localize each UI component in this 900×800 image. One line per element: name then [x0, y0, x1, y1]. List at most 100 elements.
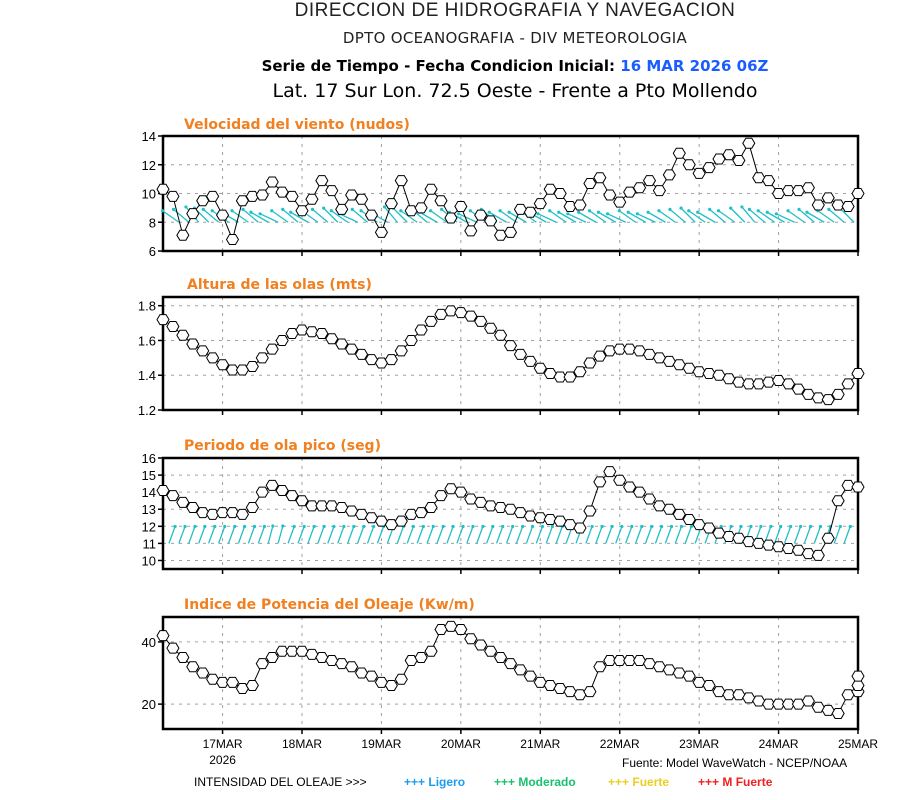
direction-arrow	[688, 210, 706, 223]
data-point	[424, 183, 438, 195]
data-point	[255, 658, 269, 670]
data-point	[166, 642, 180, 654]
data-point	[632, 182, 647, 194]
panel-title: Periodo de ola pico (seg)	[184, 438, 381, 454]
data-point	[543, 513, 557, 525]
department-subtitle: DPTO OCEANOGRAFIA - DIV METEOROLOGIA	[342, 29, 688, 47]
data-point	[682, 159, 696, 171]
direction-arrow	[168, 526, 176, 544]
data-point	[245, 190, 259, 202]
direction-arrow	[637, 213, 656, 223]
direction-arrowhead	[679, 206, 683, 210]
data-point	[672, 359, 686, 371]
data-point	[424, 502, 438, 514]
data-point	[374, 357, 389, 369]
data-point	[752, 172, 766, 184]
direction-arrow	[227, 526, 236, 544]
direction-arrowhead	[798, 524, 803, 529]
direction-arrowhead	[507, 210, 511, 214]
direction-arrow	[537, 213, 557, 223]
direction-arrowhead	[838, 524, 842, 529]
data-point	[176, 651, 190, 663]
data-point	[206, 190, 220, 202]
data-point	[771, 541, 786, 553]
direction-arrowhead	[729, 524, 733, 529]
data-point	[662, 664, 676, 676]
x-tick-label: 23MAR	[679, 737, 719, 751]
x-tick-label: 18MAR	[282, 737, 322, 751]
direction-arrowhead	[289, 210, 293, 214]
direction-arrowhead	[759, 524, 763, 529]
direction-arrow	[456, 526, 464, 544]
data-point	[305, 500, 319, 512]
direction-arrow	[173, 208, 190, 223]
direction-arrow	[813, 526, 822, 544]
data-point	[374, 676, 389, 688]
data-point	[632, 345, 647, 357]
y-tick-label: 1.2	[138, 403, 156, 418]
x-tick-label: 19MAR	[361, 737, 401, 751]
direction-arrow	[535, 526, 544, 544]
direction-arrow	[257, 526, 266, 544]
data-point	[603, 466, 617, 478]
data-point	[225, 676, 240, 688]
data-point	[533, 362, 547, 374]
direction-arrow	[803, 526, 812, 544]
direction-arrow	[339, 213, 358, 223]
data-point	[414, 202, 428, 214]
direction-arrow	[515, 526, 524, 544]
direction-arrowhead	[620, 524, 624, 529]
direction-arrowhead	[440, 207, 444, 211]
direction-arrowhead	[600, 524, 604, 529]
y-tick-label: 14	[142, 129, 156, 144]
direction-arrow	[757, 210, 776, 223]
data-point	[295, 495, 309, 507]
data-point	[315, 175, 329, 187]
data-point	[186, 338, 200, 350]
data-point	[364, 512, 379, 524]
direction-arrowhead	[587, 209, 592, 213]
direction-arrow	[558, 211, 577, 223]
data-point	[484, 645, 498, 657]
data-point	[474, 496, 488, 508]
data-point	[156, 183, 170, 195]
direction-arrowhead	[740, 205, 744, 209]
direction-arrowhead	[739, 524, 743, 529]
direction-arrowhead	[457, 212, 461, 216]
data-point	[712, 686, 726, 698]
direction-arrowhead	[230, 209, 234, 213]
data-point	[682, 513, 696, 525]
data-point	[404, 334, 418, 346]
data-point	[156, 630, 170, 642]
direction-arrow	[486, 526, 494, 544]
data-point	[831, 707, 845, 719]
data-point	[752, 378, 766, 390]
data-point	[682, 670, 696, 682]
direction-arrow	[488, 211, 507, 223]
data-point	[791, 383, 806, 395]
direction-arrowhead	[203, 524, 207, 529]
data-point	[454, 307, 468, 319]
panel-title: Velocidad del viento (nudos)	[184, 117, 410, 133]
data-point	[285, 490, 299, 502]
y-tick-label: 16	[142, 451, 156, 466]
data-point	[404, 655, 418, 667]
data-point	[712, 369, 726, 381]
direction-arrow	[709, 208, 726, 223]
direction-arrowhead	[635, 212, 639, 216]
y-tick-label: 10	[142, 187, 156, 202]
direction-arrowhead	[451, 524, 455, 529]
data-point	[543, 183, 557, 195]
data-point	[404, 205, 418, 217]
x-tick-label: 25MAR	[838, 737, 878, 751]
direction-arrow	[644, 526, 653, 544]
data-point	[295, 645, 309, 657]
series-line	[162, 141, 859, 242]
data-point	[771, 698, 786, 710]
direction-arrow	[271, 210, 289, 223]
direction-arrow	[773, 526, 782, 544]
direction-arrow	[595, 526, 603, 544]
direction-arrowhead	[312, 524, 316, 529]
data-point	[543, 679, 557, 691]
direction-arrow	[356, 526, 365, 544]
